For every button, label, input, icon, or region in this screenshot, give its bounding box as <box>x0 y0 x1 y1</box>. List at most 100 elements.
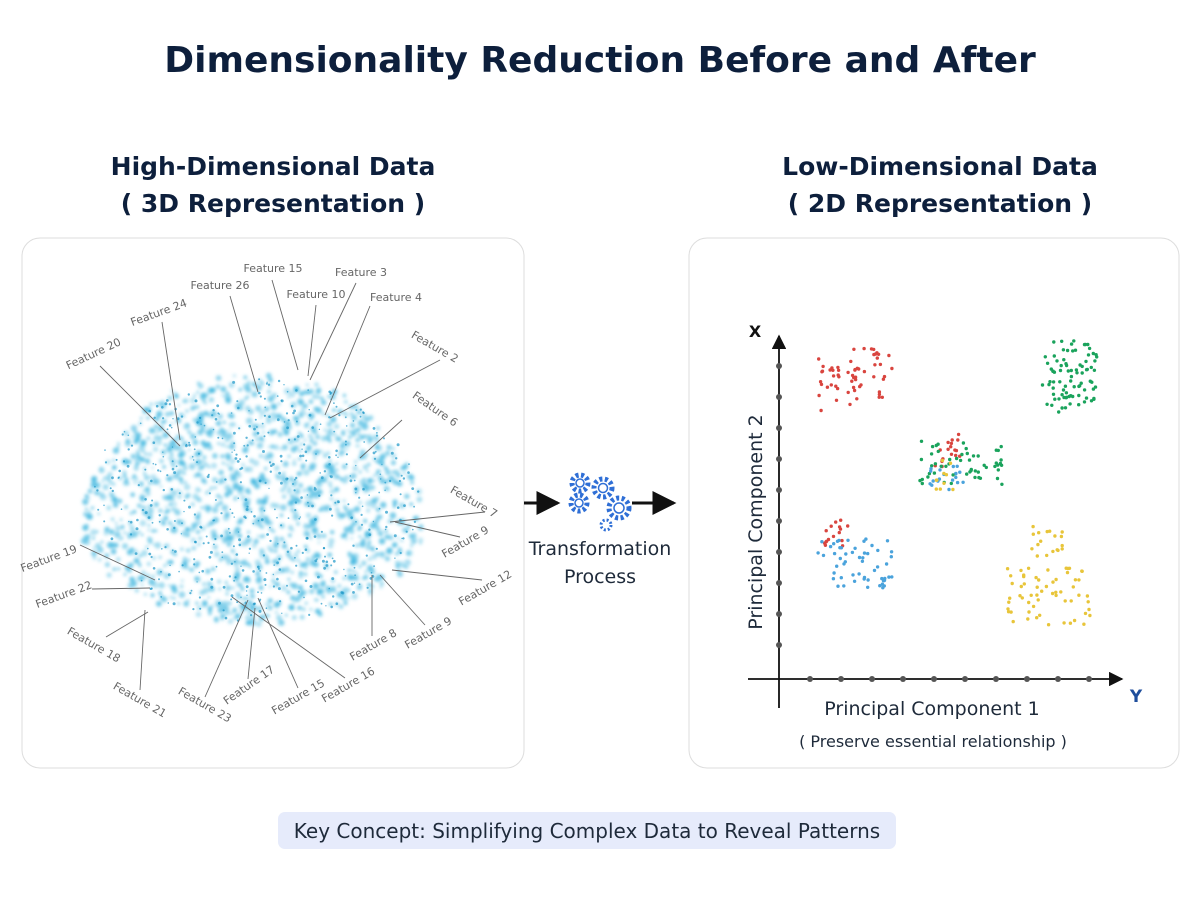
cloud-point <box>362 464 369 470</box>
cloud-point <box>402 471 406 475</box>
cloud-point <box>123 459 130 466</box>
cluster-point <box>1064 391 1069 395</box>
cloud-point <box>303 596 305 599</box>
cloud-point <box>131 476 136 481</box>
cluster-point <box>919 439 924 443</box>
cloud-point <box>319 581 326 588</box>
cloud-point <box>287 517 290 519</box>
cloud-point <box>212 519 215 522</box>
cloud-point <box>281 476 288 483</box>
cloud-point <box>396 506 400 510</box>
cluster-point <box>1059 534 1064 539</box>
cloud-point <box>275 611 278 614</box>
cluster-point <box>1066 566 1070 571</box>
cloud-point <box>247 491 251 495</box>
cloud-point <box>309 439 313 443</box>
cloud-point <box>255 405 262 412</box>
cloud-point <box>268 377 273 383</box>
cloud-point <box>272 578 276 582</box>
cloud-point <box>137 530 141 534</box>
cluster-point <box>1071 585 1076 589</box>
cloud-point <box>350 537 354 540</box>
cloud-point <box>130 444 134 447</box>
cloud-point <box>124 440 132 447</box>
cloud-point <box>366 586 369 589</box>
cloud-point <box>265 417 272 424</box>
cloud-point <box>241 462 246 467</box>
cloud-point <box>268 461 272 464</box>
cloud-point <box>259 512 264 517</box>
cloud-point <box>301 607 306 612</box>
cloud-point <box>329 489 335 495</box>
cloud-point <box>290 605 295 611</box>
cloud-point <box>230 414 235 419</box>
cloud-point <box>305 533 310 537</box>
cluster-point <box>1054 577 1058 582</box>
cluster-point <box>1051 386 1055 390</box>
cloud-point <box>226 432 233 440</box>
cloud-point <box>354 543 358 547</box>
cloud-point <box>161 406 164 409</box>
left-heading: High-Dimensional Data <box>111 152 436 181</box>
cloud-point <box>241 596 246 601</box>
cluster-point <box>998 461 1003 466</box>
cluster-point <box>829 383 833 387</box>
cluster-point <box>1093 385 1098 389</box>
cloud-point <box>379 473 382 476</box>
cloud-point <box>233 516 235 518</box>
cloud-point <box>399 493 402 496</box>
cloud-point <box>161 548 163 550</box>
cloud-point <box>271 529 276 534</box>
cloud-point <box>104 562 110 568</box>
cloud-point <box>215 565 218 568</box>
cloud-point <box>361 423 369 430</box>
cloud-point <box>396 536 399 540</box>
cloud-point <box>171 460 174 463</box>
cloud-point <box>163 443 168 447</box>
cloud-point <box>243 375 248 380</box>
cloud-point <box>247 600 253 605</box>
cloud-point <box>173 471 177 475</box>
cloud-point <box>298 483 303 488</box>
cloud-point <box>385 525 388 529</box>
cloud-point <box>370 502 377 509</box>
cloud-point <box>274 536 279 540</box>
cloud-point <box>123 531 127 535</box>
cluster-point <box>837 375 841 379</box>
cluster-point <box>996 463 1000 467</box>
cloud-point <box>170 488 174 491</box>
feature-label: Feature 4 <box>370 291 422 304</box>
cloud-point <box>270 464 273 468</box>
cloud-point <box>200 506 204 509</box>
cloud-point <box>138 444 146 452</box>
cloud-point <box>386 547 393 555</box>
cloud-point <box>366 478 373 484</box>
cloud-point <box>316 533 322 539</box>
cloud-point <box>247 466 254 473</box>
cluster-point <box>1050 591 1055 596</box>
cloud-point <box>202 582 207 587</box>
cloud-point <box>356 411 360 414</box>
leader-line <box>389 511 486 523</box>
cloud-point <box>300 442 303 446</box>
cluster-point <box>890 366 894 371</box>
cluster-point <box>936 442 940 446</box>
cloud-point <box>233 442 236 445</box>
cloud-point <box>363 518 368 524</box>
cluster-point <box>1057 397 1061 401</box>
cloud-point <box>184 527 190 533</box>
cloud-point <box>284 613 288 617</box>
cloud-point <box>304 496 308 499</box>
cloud-point <box>248 552 250 554</box>
cloud-point <box>281 612 283 614</box>
cloud-point <box>232 617 236 620</box>
cloud-point <box>389 512 397 519</box>
cloud-point <box>183 481 187 484</box>
cluster-point <box>829 524 833 528</box>
cluster-point <box>931 479 935 483</box>
cluster-point <box>1055 548 1059 552</box>
cloud-point <box>280 416 286 422</box>
cluster-point <box>1086 353 1091 357</box>
cloud-point <box>321 450 325 454</box>
cloud-point <box>298 449 302 453</box>
